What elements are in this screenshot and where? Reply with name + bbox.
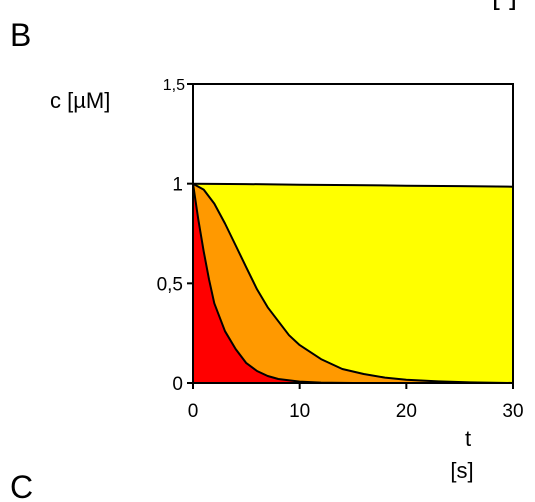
area-series-group [193,183,513,383]
panel-label-c: C [10,469,33,502]
y-axis-label: c [µM] [50,88,110,113]
x-tick-label: 20 [396,401,417,422]
y-tick-label: 0,5 [157,274,183,295]
curve-line-3 [192,183,354,384]
corner-fragment-label: [-] [492,0,517,10]
y-tick-label: 0 [172,374,183,395]
area-series-2 [193,183,513,383]
x-axis-label-t: t [465,426,471,451]
y-axis-ticks: 0 0,5 1 1,5 [157,77,193,395]
x-tick-label: 30 [502,401,523,422]
curve-line-1 [192,182,514,188]
y-tick-label: 1 [172,175,183,196]
x-axis-ticks: 0 10 20 30 [188,383,524,422]
panel-label-b: B [10,17,31,53]
x-axis-label-unit: [s] [450,458,473,483]
x-tick-label: 10 [289,401,310,422]
x-tick-label: 0 [188,401,199,422]
curve-lines-group [192,182,514,384]
y-tick-label: 1,5 [163,77,185,94]
curve-line-2 [192,182,514,384]
area-series-3 [193,183,353,383]
plot-frame [192,83,514,384]
